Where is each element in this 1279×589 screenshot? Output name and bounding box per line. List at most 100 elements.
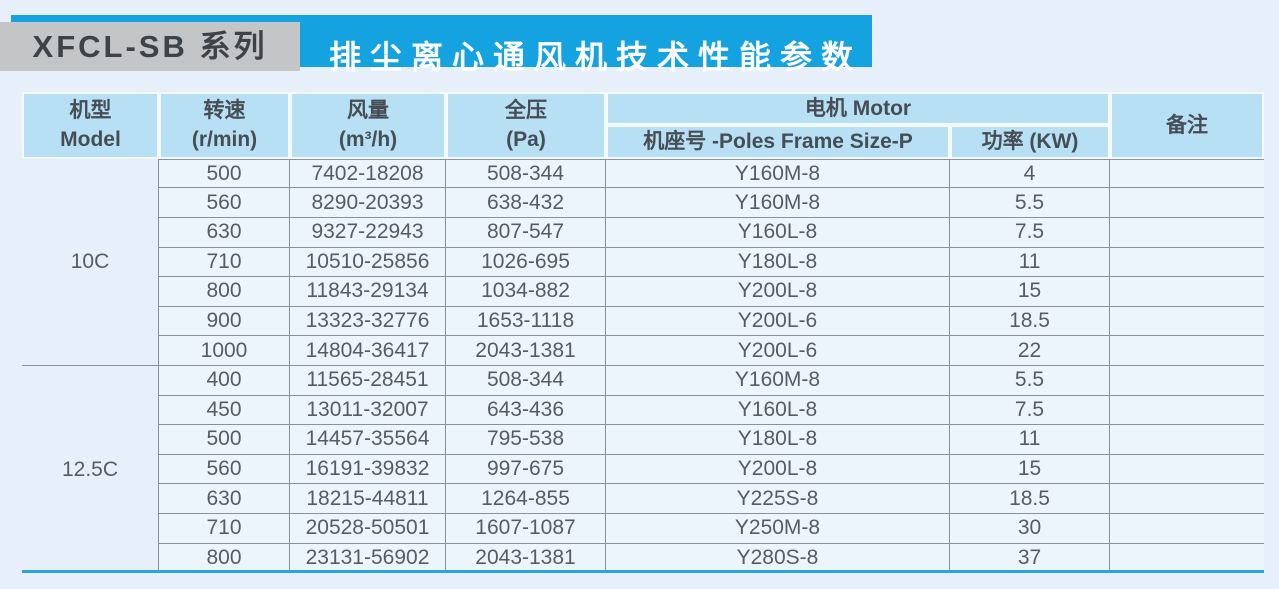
frame-size-cell: Y160M-8: [606, 188, 950, 218]
airflow-cell: 13011-32007: [290, 395, 446, 426]
frame-size-cell: Y225S-8: [606, 484, 950, 514]
speed-cell: 560: [159, 188, 290, 218]
header-speed-unit: (r/min): [191, 128, 258, 152]
remarks-cell: [1110, 277, 1264, 307]
power-cell: 5.5: [950, 365, 1110, 396]
power-cell: 4: [950, 158, 1110, 189]
frame-size-cell: Y250M-8: [606, 513, 950, 544]
remarks-cell: [1110, 395, 1264, 426]
remarks-cell: [1110, 217, 1264, 248]
remarks-cell: [1110, 336, 1264, 366]
power-cell: 37: [950, 543, 1110, 574]
remarks-cell: [1110, 158, 1264, 189]
speed-cell: 400: [159, 365, 290, 396]
header-motor-group: 电机 Motor: [606, 92, 1110, 126]
frame-size-cell: Y200L-6: [606, 306, 950, 337]
header-frame-size: 机座号 -Poles Frame Size-P: [606, 125, 950, 159]
frame-size-cell: Y160M-8: [606, 158, 950, 189]
airflow-cell: 14804-36417: [290, 336, 446, 366]
pressure-cell: 795-538: [446, 425, 606, 455]
pressure-cell: 1653-1118: [446, 306, 606, 337]
airflow-cell: 20528-50501: [290, 513, 446, 544]
header-airflow: 风量 (m³/h): [290, 92, 446, 159]
airflow-cell: 7402-18208: [290, 158, 446, 189]
speed-cell: 560: [159, 454, 290, 485]
pressure-cell: 997-675: [446, 454, 606, 485]
remarks-cell: [1110, 188, 1264, 218]
speed-cell: 630: [159, 217, 290, 248]
remarks-cell: [1110, 425, 1264, 455]
power-cell: 5.5: [950, 188, 1110, 218]
pressure-cell: 643-436: [446, 395, 606, 426]
speed-cell: 500: [159, 425, 290, 455]
table-header: 机型 Model 转速 (r/min) 风量 (m³/h) 全压 (Pa) 电机…: [22, 92, 1264, 159]
speed-cell: 710: [159, 247, 290, 278]
table-row: 800 11843-29134 1034-882 Y200L-8 15: [22, 277, 1264, 307]
pressure-cell: 508-344: [446, 158, 606, 189]
table-row: 560 8290-20393 638-432 Y160M-8 5.5: [22, 188, 1264, 218]
frame-size-cell: Y180L-8: [606, 247, 950, 278]
frame-size-cell: Y160M-8: [606, 365, 950, 396]
table-row: 12.5C 400 11565-28451 508-344 Y160M-8 5.5: [22, 365, 1264, 574]
airflow-cell: 8290-20393: [290, 188, 446, 218]
table-row: 630 18215-44811 1264-855 Y225S-8 18.5: [22, 484, 1264, 514]
table-row: 800 23131-56902 2043-1381 Y280S-8 37: [22, 543, 1264, 574]
header-airflow-zh: 风量: [347, 99, 389, 122]
table-row: 10C 500 7402-18208 508-344 Y160M-8 4: [22, 158, 1264, 366]
power-cell: 7.5: [950, 395, 1110, 426]
pressure-cell: 508-344: [446, 365, 606, 396]
speed-cell: 450: [159, 395, 290, 426]
power-cell: 11: [950, 425, 1110, 455]
remarks-cell: [1110, 306, 1264, 337]
page-title: 排尘离心通风机技术性能参数: [329, 39, 863, 75]
frame-size-cell: Y200L-8: [606, 454, 950, 485]
pressure-cell: 1264-855: [446, 484, 606, 514]
power-cell: 30: [950, 513, 1110, 544]
pressure-cell: 807-547: [446, 217, 606, 248]
remarks-cell: [1110, 543, 1264, 574]
spec-table: 机型 Model 转速 (r/min) 风量 (m³/h) 全压 (Pa) 电机…: [22, 92, 1264, 574]
airflow-cell: 13323-32776: [290, 306, 446, 337]
speed-cell: 800: [159, 277, 290, 307]
pressure-cell: 2043-1381: [446, 543, 606, 574]
power-cell: 15: [950, 454, 1110, 485]
airflow-cell: 9327-22943: [290, 217, 446, 248]
table-row: 900 13323-32776 1653-1118 Y200L-6 18.5: [22, 306, 1264, 337]
header-pressure-zh: 全压: [505, 99, 547, 122]
power-cell: 7.5: [950, 217, 1110, 248]
table-body: 10C 500 7402-18208 508-344 Y160M-8 4 560 8290-2…: [22, 158, 1264, 574]
frame-size-cell: Y160L-8: [606, 395, 950, 426]
header-pressure-unit: (Pa): [506, 128, 546, 152]
frame-size-cell: Y200L-6: [606, 336, 950, 366]
header-speed-zh: 转速: [203, 99, 246, 122]
header-power: 功率 (KW): [950, 125, 1110, 159]
model-cell: 12.5C: [22, 365, 159, 574]
speed-cell: 900: [159, 306, 290, 337]
airflow-cell: 18215-44811: [290, 484, 446, 514]
power-cell: 18.5: [950, 306, 1110, 337]
remarks-cell: [1110, 484, 1264, 514]
header-model-en: Model: [60, 128, 121, 152]
pressure-cell: 2043-1381: [446, 336, 606, 366]
remarks-cell: [1110, 247, 1264, 278]
airflow-cell: 11565-28451: [290, 365, 446, 396]
table-row: 500 14457-35564 795-538 Y180L-8 11: [22, 425, 1264, 455]
airflow-cell: 16191-39832: [290, 454, 446, 485]
airflow-cell: 14457-35564: [290, 425, 446, 455]
pressure-cell: 638-432: [446, 188, 606, 218]
table-row: 560 16191-39832 997-675 Y200L-8 15: [22, 454, 1264, 485]
power-cell: 11: [950, 247, 1110, 278]
table-bottom-accent-line: [22, 570, 1264, 573]
header-airflow-unit: (m³/h): [338, 128, 398, 152]
pressure-cell: 1034-882: [446, 277, 606, 307]
speed-cell: 710: [159, 513, 290, 544]
speed-cell: 630: [159, 484, 290, 514]
airflow-cell: 11843-29134: [290, 277, 446, 307]
series-label: XFCL-SB 系列: [0, 22, 300, 71]
power-cell: 22: [950, 336, 1110, 366]
header-remarks: 备注: [1110, 92, 1264, 159]
power-cell: 15: [950, 277, 1110, 307]
pressure-cell: 1607-1087: [446, 513, 606, 544]
table-row: 1000 14804-36417 2043-1381 Y200L-6 22: [22, 336, 1264, 366]
